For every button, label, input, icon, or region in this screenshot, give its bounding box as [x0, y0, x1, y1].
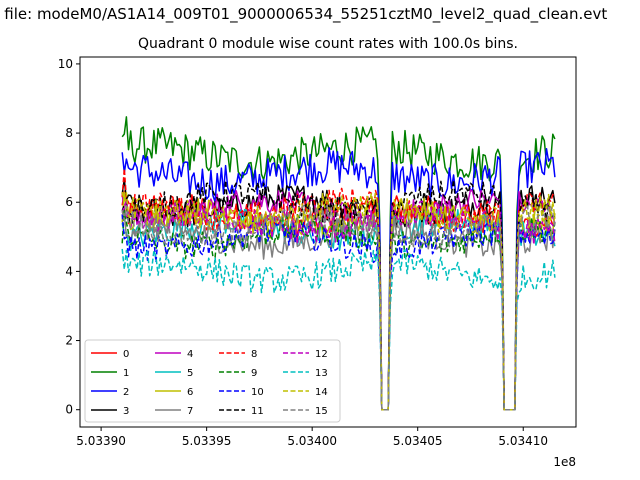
legend-label: 11 — [251, 406, 264, 417]
legend-label: 4 — [187, 349, 193, 360]
series-layer — [121, 116, 556, 411]
legend-frame — [84, 339, 341, 423]
legend-label: 2 — [123, 387, 129, 398]
figure-suptitle: n file: modeM0/AS1A14_009T01_9000006534_… — [0, 5, 608, 23]
legend-label: 13 — [315, 368, 328, 379]
legend-label: 15 — [315, 406, 328, 417]
legend-label: 14 — [315, 387, 328, 398]
series-line-10 — [121, 214, 556, 411]
x-tick-label: 5.03405 — [393, 434, 443, 448]
legend-label: 3 — [123, 406, 129, 417]
y-tick-label: 2 — [65, 334, 73, 348]
legend-label: 6 — [187, 387, 193, 398]
y-tick-label: 8 — [65, 126, 73, 140]
series-line-13 — [121, 248, 556, 411]
series-line-15 — [121, 204, 556, 411]
legend-label: 1 — [123, 368, 129, 379]
x-tick-label: 5.03410 — [498, 434, 548, 448]
series-line-8 — [121, 167, 556, 411]
legend-label: 10 — [251, 387, 264, 398]
x-tick-label: 5.03390 — [76, 434, 126, 448]
legend-label: 5 — [187, 368, 193, 379]
legend-label: 12 — [315, 349, 328, 360]
legend-label: 9 — [251, 368, 257, 379]
y-tick-label: 6 — [65, 195, 73, 209]
x-offset-label: 1e8 — [553, 455, 576, 469]
chart-title: Quadrant 0 module wise count rates with … — [138, 36, 518, 52]
y-tick-label: 4 — [65, 264, 73, 278]
legend-label: 0 — [123, 349, 129, 360]
legend-label: 7 — [187, 406, 193, 417]
axes-frame — [79, 56, 577, 428]
series-line-2 — [121, 147, 556, 411]
legend-label: 8 — [251, 349, 257, 360]
y-tick-label: 0 — [65, 403, 73, 417]
x-tick-label: 5.03400 — [287, 434, 337, 448]
y-tick-label: 10 — [58, 57, 73, 71]
series-line-12 — [121, 200, 556, 411]
tick-layer: 5.03390 5.03395 5.03400 5.03405 5.03410 0 2 4 6 8… — [58, 57, 548, 448]
x-tick-label: 5.03395 — [182, 434, 232, 448]
series-line-11 — [121, 179, 556, 411]
